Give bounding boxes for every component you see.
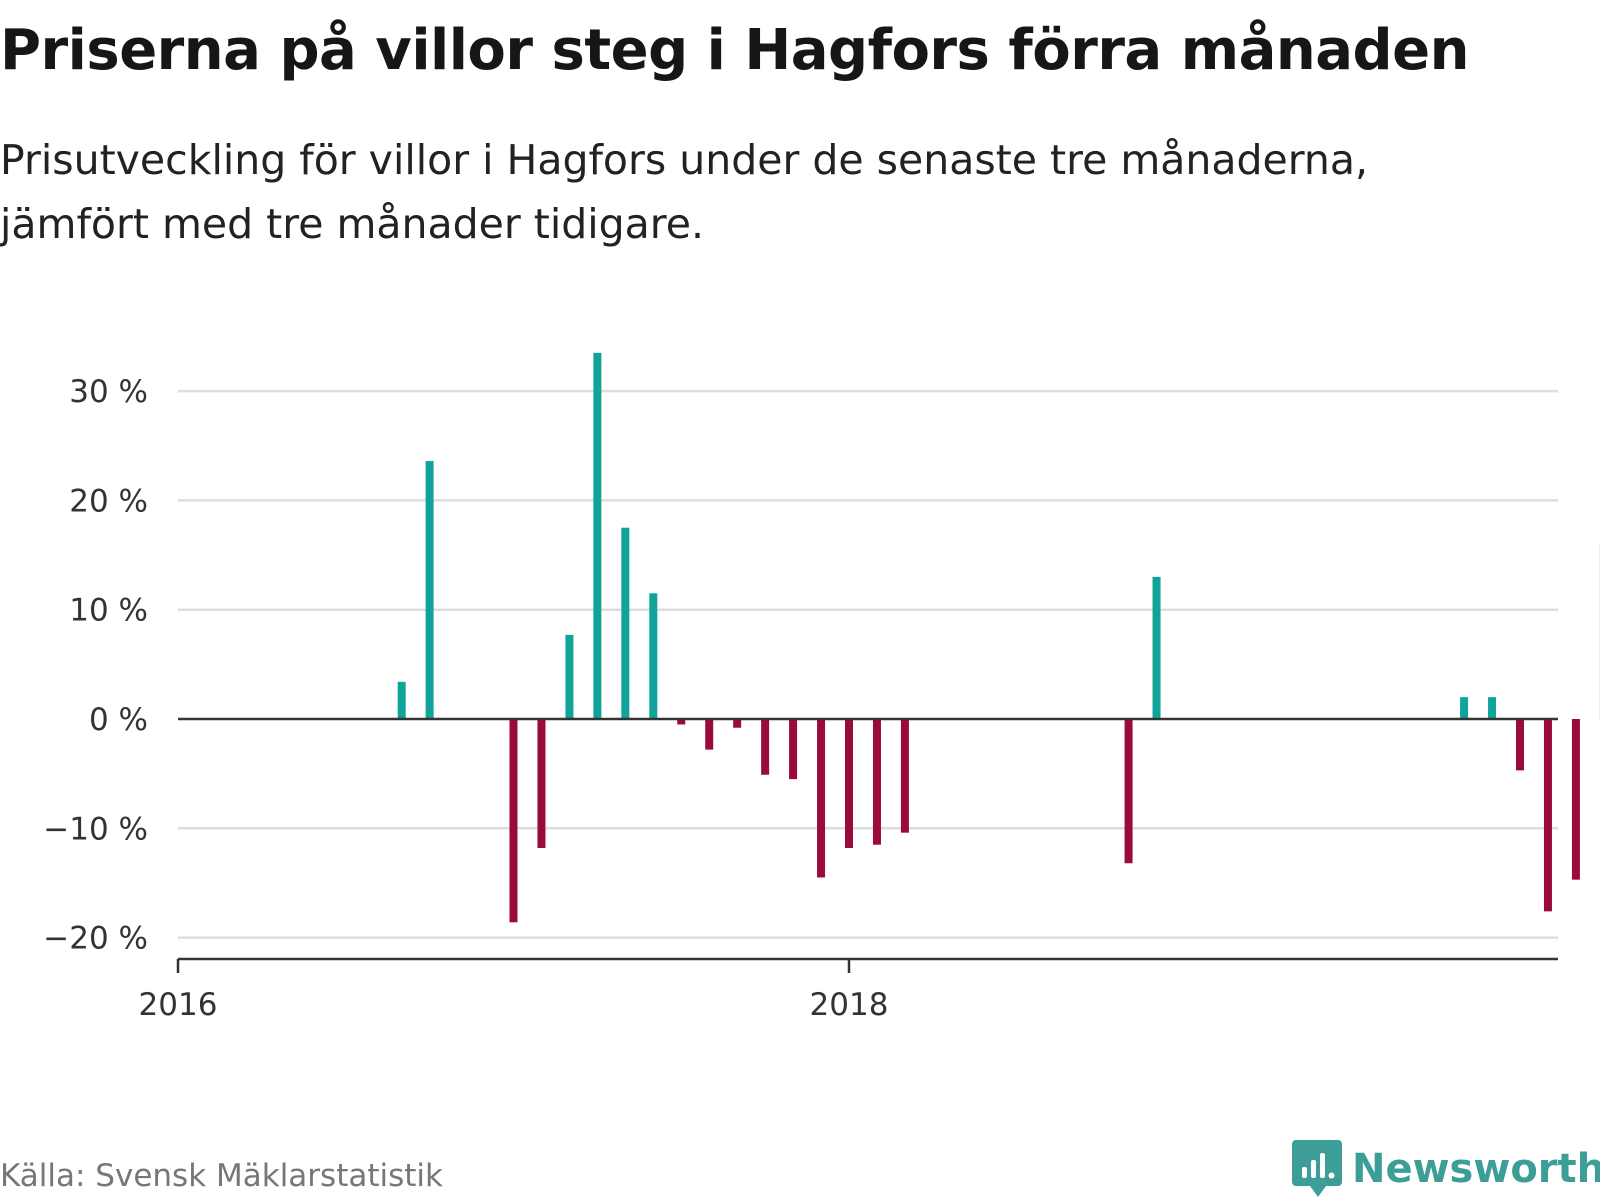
tick-labels: 30 %20 %10 %0 %−10 %−20 %201620182021202… — [43, 374, 889, 1023]
y-tick-label: −10 % — [43, 811, 148, 847]
bar — [1124, 719, 1133, 864]
axes — [176, 717, 1558, 973]
bar — [817, 719, 826, 878]
bar — [1543, 719, 1552, 912]
x-tick-label: 2016 — [139, 987, 218, 1023]
y-tick-label: 0 % — [89, 702, 148, 738]
logo-text: Newsworthy — [1352, 1146, 1600, 1192]
bar — [705, 719, 714, 750]
bar — [1571, 719, 1580, 880]
chart-subtitle: Prisutveckling för villor i Hagfors unde… — [0, 136, 1369, 248]
y-tick-label: −20 % — [43, 921, 148, 957]
y-tick-label: 30 % — [69, 374, 148, 410]
bar — [509, 719, 518, 923]
bar-chart-logo-icon — [1292, 1140, 1342, 1197]
bar — [649, 593, 658, 719]
bar — [845, 719, 853, 848]
chart-title: Priserna på villor steg i Hagfors förra … — [0, 18, 1469, 83]
y-tick-label: 20 % — [69, 483, 148, 519]
bar — [425, 461, 434, 719]
x-tick-label: 2018 — [810, 987, 889, 1023]
y-tick-label: 10 % — [69, 593, 148, 629]
bar — [761, 719, 770, 775]
bar-chart: 30 %20 %10 %0 %−10 %−20 %201620182021202… — [43, 352, 1600, 1023]
bar — [1152, 576, 1161, 719]
bar — [397, 681, 406, 719]
bar — [872, 719, 881, 845]
bars — [397, 352, 1600, 923]
bar — [565, 634, 574, 719]
gridlines — [178, 389, 1558, 939]
source-note: Källa: Svensk Mäklarstatistik — [0, 1158, 443, 1194]
bar — [789, 719, 798, 780]
bar — [1516, 719, 1524, 771]
bar — [900, 719, 909, 833]
bar — [1460, 697, 1469, 719]
bar — [733, 719, 742, 728]
bar — [593, 352, 602, 719]
bar — [621, 527, 630, 719]
bar — [677, 719, 686, 725]
bar — [1488, 697, 1497, 719]
bar — [537, 719, 546, 848]
newsworthy-logo: Newsworthy — [1292, 1140, 1600, 1198]
